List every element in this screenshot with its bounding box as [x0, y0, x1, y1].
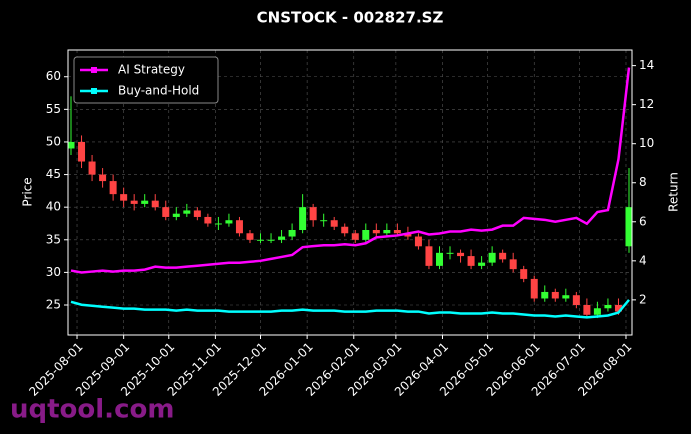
candle-body — [509, 259, 517, 270]
candle-body — [151, 200, 159, 208]
candle-body — [172, 213, 180, 217]
return-line — [70, 67, 631, 274]
candle-body — [130, 200, 138, 204]
y-tick-label: 50 — [46, 134, 61, 148]
y-tick-label: 55 — [46, 102, 61, 116]
candle-body — [372, 230, 380, 234]
candle-body — [383, 230, 391, 234]
legend-label: Buy-and-Hold — [118, 84, 199, 98]
candle-body — [457, 252, 465, 257]
y-tick-label: 60 — [46, 69, 61, 83]
legend-box — [73, 56, 219, 104]
candle-body — [141, 200, 149, 204]
candle-body — [162, 207, 170, 217]
candle-body — [78, 141, 86, 162]
candle-body — [478, 262, 486, 266]
candle-body — [467, 256, 475, 266]
candle-body — [393, 230, 401, 234]
candle-body — [614, 305, 622, 312]
y2-tick-label: 14 — [639, 58, 654, 72]
candle-body — [404, 233, 412, 237]
y2-tick-label: 4 — [639, 253, 647, 267]
legend-label: AI Strategy — [118, 63, 185, 77]
candle-body — [551, 291, 559, 299]
candle-body — [330, 220, 338, 227]
candle-body — [499, 252, 507, 260]
y-tick-label: 40 — [46, 200, 61, 214]
y2-tick-label: 6 — [639, 214, 647, 228]
candle-body — [204, 216, 212, 224]
candle-body — [572, 295, 580, 305]
candle-body — [288, 230, 296, 237]
candle-body — [625, 207, 633, 247]
candle-body — [109, 181, 117, 195]
candle-body — [362, 230, 370, 240]
candle-body — [120, 194, 128, 201]
candle-body — [530, 278, 538, 299]
y-tick-label: 25 — [46, 298, 61, 312]
candle-body — [183, 210, 191, 214]
y-axis-label: Price — [21, 177, 35, 206]
candle-body — [309, 207, 317, 221]
candle-body — [341, 226, 349, 234]
candle-body — [225, 220, 233, 224]
candle-body — [235, 220, 243, 234]
chart-title: CNSTOCK - 002827.SZ — [257, 9, 444, 27]
candle-body — [214, 223, 222, 225]
y-tick-label: 30 — [46, 265, 61, 279]
y2-tick-label: 12 — [639, 97, 654, 111]
candle-body — [299, 207, 307, 230]
y-tick-label: 35 — [46, 232, 61, 246]
candle-body — [446, 252, 454, 254]
candle-body — [351, 233, 359, 240]
y2-tick-label: 8 — [639, 175, 647, 189]
candle-body — [425, 246, 433, 266]
plot-frame — [67, 49, 633, 336]
candle-body — [67, 141, 75, 149]
candle-body — [193, 210, 201, 217]
candle-body — [593, 308, 601, 315]
watermark: uqtool.com — [10, 395, 174, 425]
candle-body — [414, 236, 422, 247]
y-tick-label: 45 — [46, 167, 61, 181]
candle-body — [488, 252, 496, 263]
candle-body — [320, 220, 328, 222]
candle-body — [99, 174, 107, 182]
candle-body — [435, 252, 443, 266]
legend-marker — [91, 88, 97, 94]
candle-body — [88, 161, 96, 175]
candle-body — [257, 239, 265, 241]
candle-body — [246, 233, 254, 240]
candle-body — [520, 269, 528, 279]
return-line — [70, 299, 630, 319]
candle-body — [604, 305, 612, 309]
candle-body — [278, 236, 286, 240]
y2-tick-label: 2 — [639, 292, 647, 306]
y2-tick-label: 10 — [639, 136, 654, 150]
candle-body — [267, 239, 275, 241]
candle-body — [562, 295, 570, 299]
legend-marker — [91, 67, 97, 73]
candle-body — [541, 291, 549, 299]
y2-axis-label: Return — [667, 172, 681, 212]
candle-body — [583, 305, 591, 315]
